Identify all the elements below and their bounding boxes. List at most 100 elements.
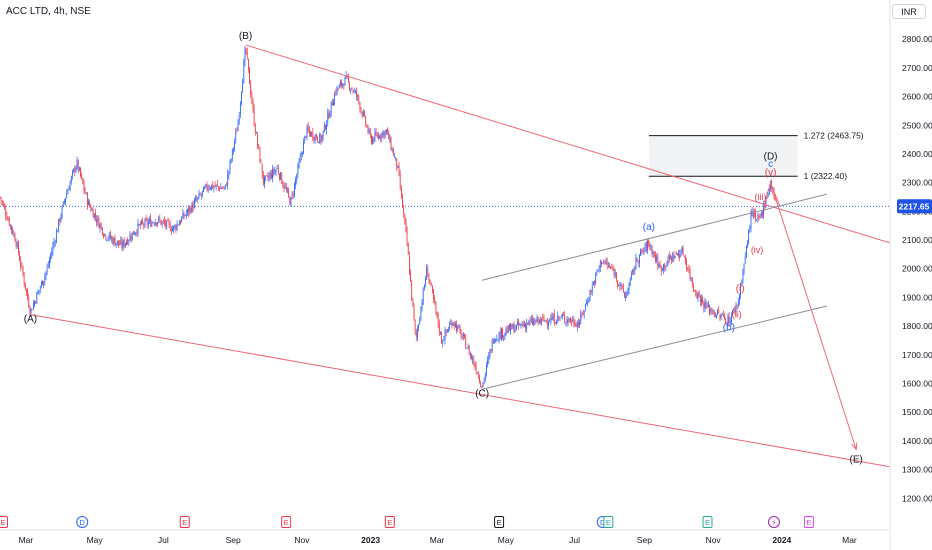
- candle-body: [39, 287, 41, 290]
- candle-body: [277, 168, 279, 174]
- candle-body: [162, 220, 164, 222]
- candle-body: [628, 283, 630, 291]
- candle-body: [376, 134, 378, 138]
- candle-body: [300, 154, 302, 157]
- candle-body: [32, 303, 34, 310]
- candle-body: [597, 269, 599, 271]
- candle-body: [207, 188, 209, 191]
- candle-body: [617, 280, 618, 285]
- candle-body: [596, 271, 598, 273]
- projection-arrow[interactable]: [770, 182, 857, 450]
- price-axis[interactable]: [890, 0, 932, 550]
- candle-body: [458, 326, 460, 328]
- candle-body: [93, 213, 95, 219]
- candle-body: [233, 148, 234, 151]
- candle-body: [429, 279, 431, 284]
- candle-body: [734, 307, 736, 313]
- candle-body: [535, 321, 537, 323]
- candle-body: [90, 206, 92, 211]
- candle-body: [322, 130, 324, 137]
- candle-body: [353, 90, 355, 92]
- candle-body: [398, 165, 400, 175]
- earnings-marker[interactable]: [179, 516, 190, 528]
- candle-body: [448, 330, 449, 332]
- earnings-marker[interactable]: [384, 516, 395, 528]
- candle-body: [400, 189, 402, 195]
- earnings-marker[interactable]: [803, 516, 814, 528]
- earnings-marker[interactable]: [0, 516, 8, 528]
- event-marker-letter: E: [497, 518, 502, 527]
- earnings-marker[interactable]: [603, 516, 614, 528]
- candle-body: [377, 134, 379, 139]
- candle-body: [137, 223, 139, 235]
- candle-body: [379, 135, 380, 139]
- earnings-marker[interactable]: [494, 516, 505, 528]
- candle-body: [612, 268, 614, 271]
- candle-body: [406, 229, 408, 245]
- candle-body: [225, 184, 226, 187]
- y-tick-label: 2100.00: [902, 235, 932, 245]
- symbol-title: ACC LTD, 4h, NSE: [6, 6, 91, 17]
- candle-body: [237, 122, 239, 131]
- candle-body: [703, 302, 705, 309]
- candle-body: [19, 254, 20, 261]
- trendline[interactable]: [245, 44, 891, 244]
- candle-body: [22, 267, 24, 275]
- candle-body: [219, 187, 221, 191]
- candle-body: [122, 240, 124, 248]
- candle-body: [695, 292, 697, 296]
- wave-label: (iii): [754, 192, 766, 202]
- candle-body: [694, 290, 695, 292]
- candle-body: [338, 84, 340, 89]
- candle-body: [489, 350, 491, 357]
- candle-body: [360, 109, 362, 111]
- y-tick-label: 1400.00: [902, 436, 932, 446]
- candle-body: [91, 209, 93, 211]
- earnings-marker[interactable]: [702, 516, 713, 528]
- candle-body: [111, 237, 112, 239]
- candle-body: [231, 149, 233, 159]
- projection-arrow-head: [851, 442, 858, 451]
- candle-body: [197, 197, 199, 200]
- candle-body: [444, 330, 446, 340]
- candle-body: [380, 136, 382, 138]
- trendline[interactable]: [30, 314, 891, 468]
- candle-body: [5, 209, 7, 216]
- currency-badge[interactable]: INR: [892, 4, 926, 19]
- earnings-marker[interactable]: [281, 516, 292, 528]
- candle-body: [303, 141, 304, 155]
- dividend-marker[interactable]: [76, 516, 89, 528]
- candle-body: [409, 255, 410, 274]
- fib-level-label: 1.272 (2463.75): [804, 131, 864, 141]
- candle-body: [81, 175, 83, 178]
- candle-body: [276, 167, 278, 170]
- event-marker-letter: E: [284, 518, 289, 527]
- candle-body: [688, 268, 690, 270]
- channel-line[interactable]: [482, 305, 828, 390]
- candle-body: [463, 334, 464, 337]
- candle-body: [221, 187, 223, 189]
- candle-body: [519, 323, 521, 326]
- last-price-tag[interactable]: [897, 199, 932, 214]
- split-marker[interactable]: [767, 516, 780, 528]
- candle-body: [720, 314, 722, 319]
- candle-body: [446, 330, 448, 332]
- candle-body: [172, 228, 173, 232]
- candle-body: [388, 131, 390, 140]
- candle-body: [204, 187, 206, 189]
- candle-body: [555, 322, 556, 324]
- candle-body: [471, 354, 472, 359]
- candle-body: [533, 321, 534, 324]
- candle-body: [698, 293, 700, 297]
- candle-body: [282, 182, 284, 187]
- candle-body: [510, 324, 511, 332]
- candle-body: [725, 318, 727, 324]
- candle-body: [586, 302, 587, 305]
- candle-body: [601, 261, 602, 265]
- candle-body: [503, 335, 505, 338]
- candle-body: [506, 330, 508, 333]
- candle-body: [759, 216, 761, 217]
- candle-body: [361, 111, 363, 117]
- channel-line[interactable]: [482, 193, 828, 281]
